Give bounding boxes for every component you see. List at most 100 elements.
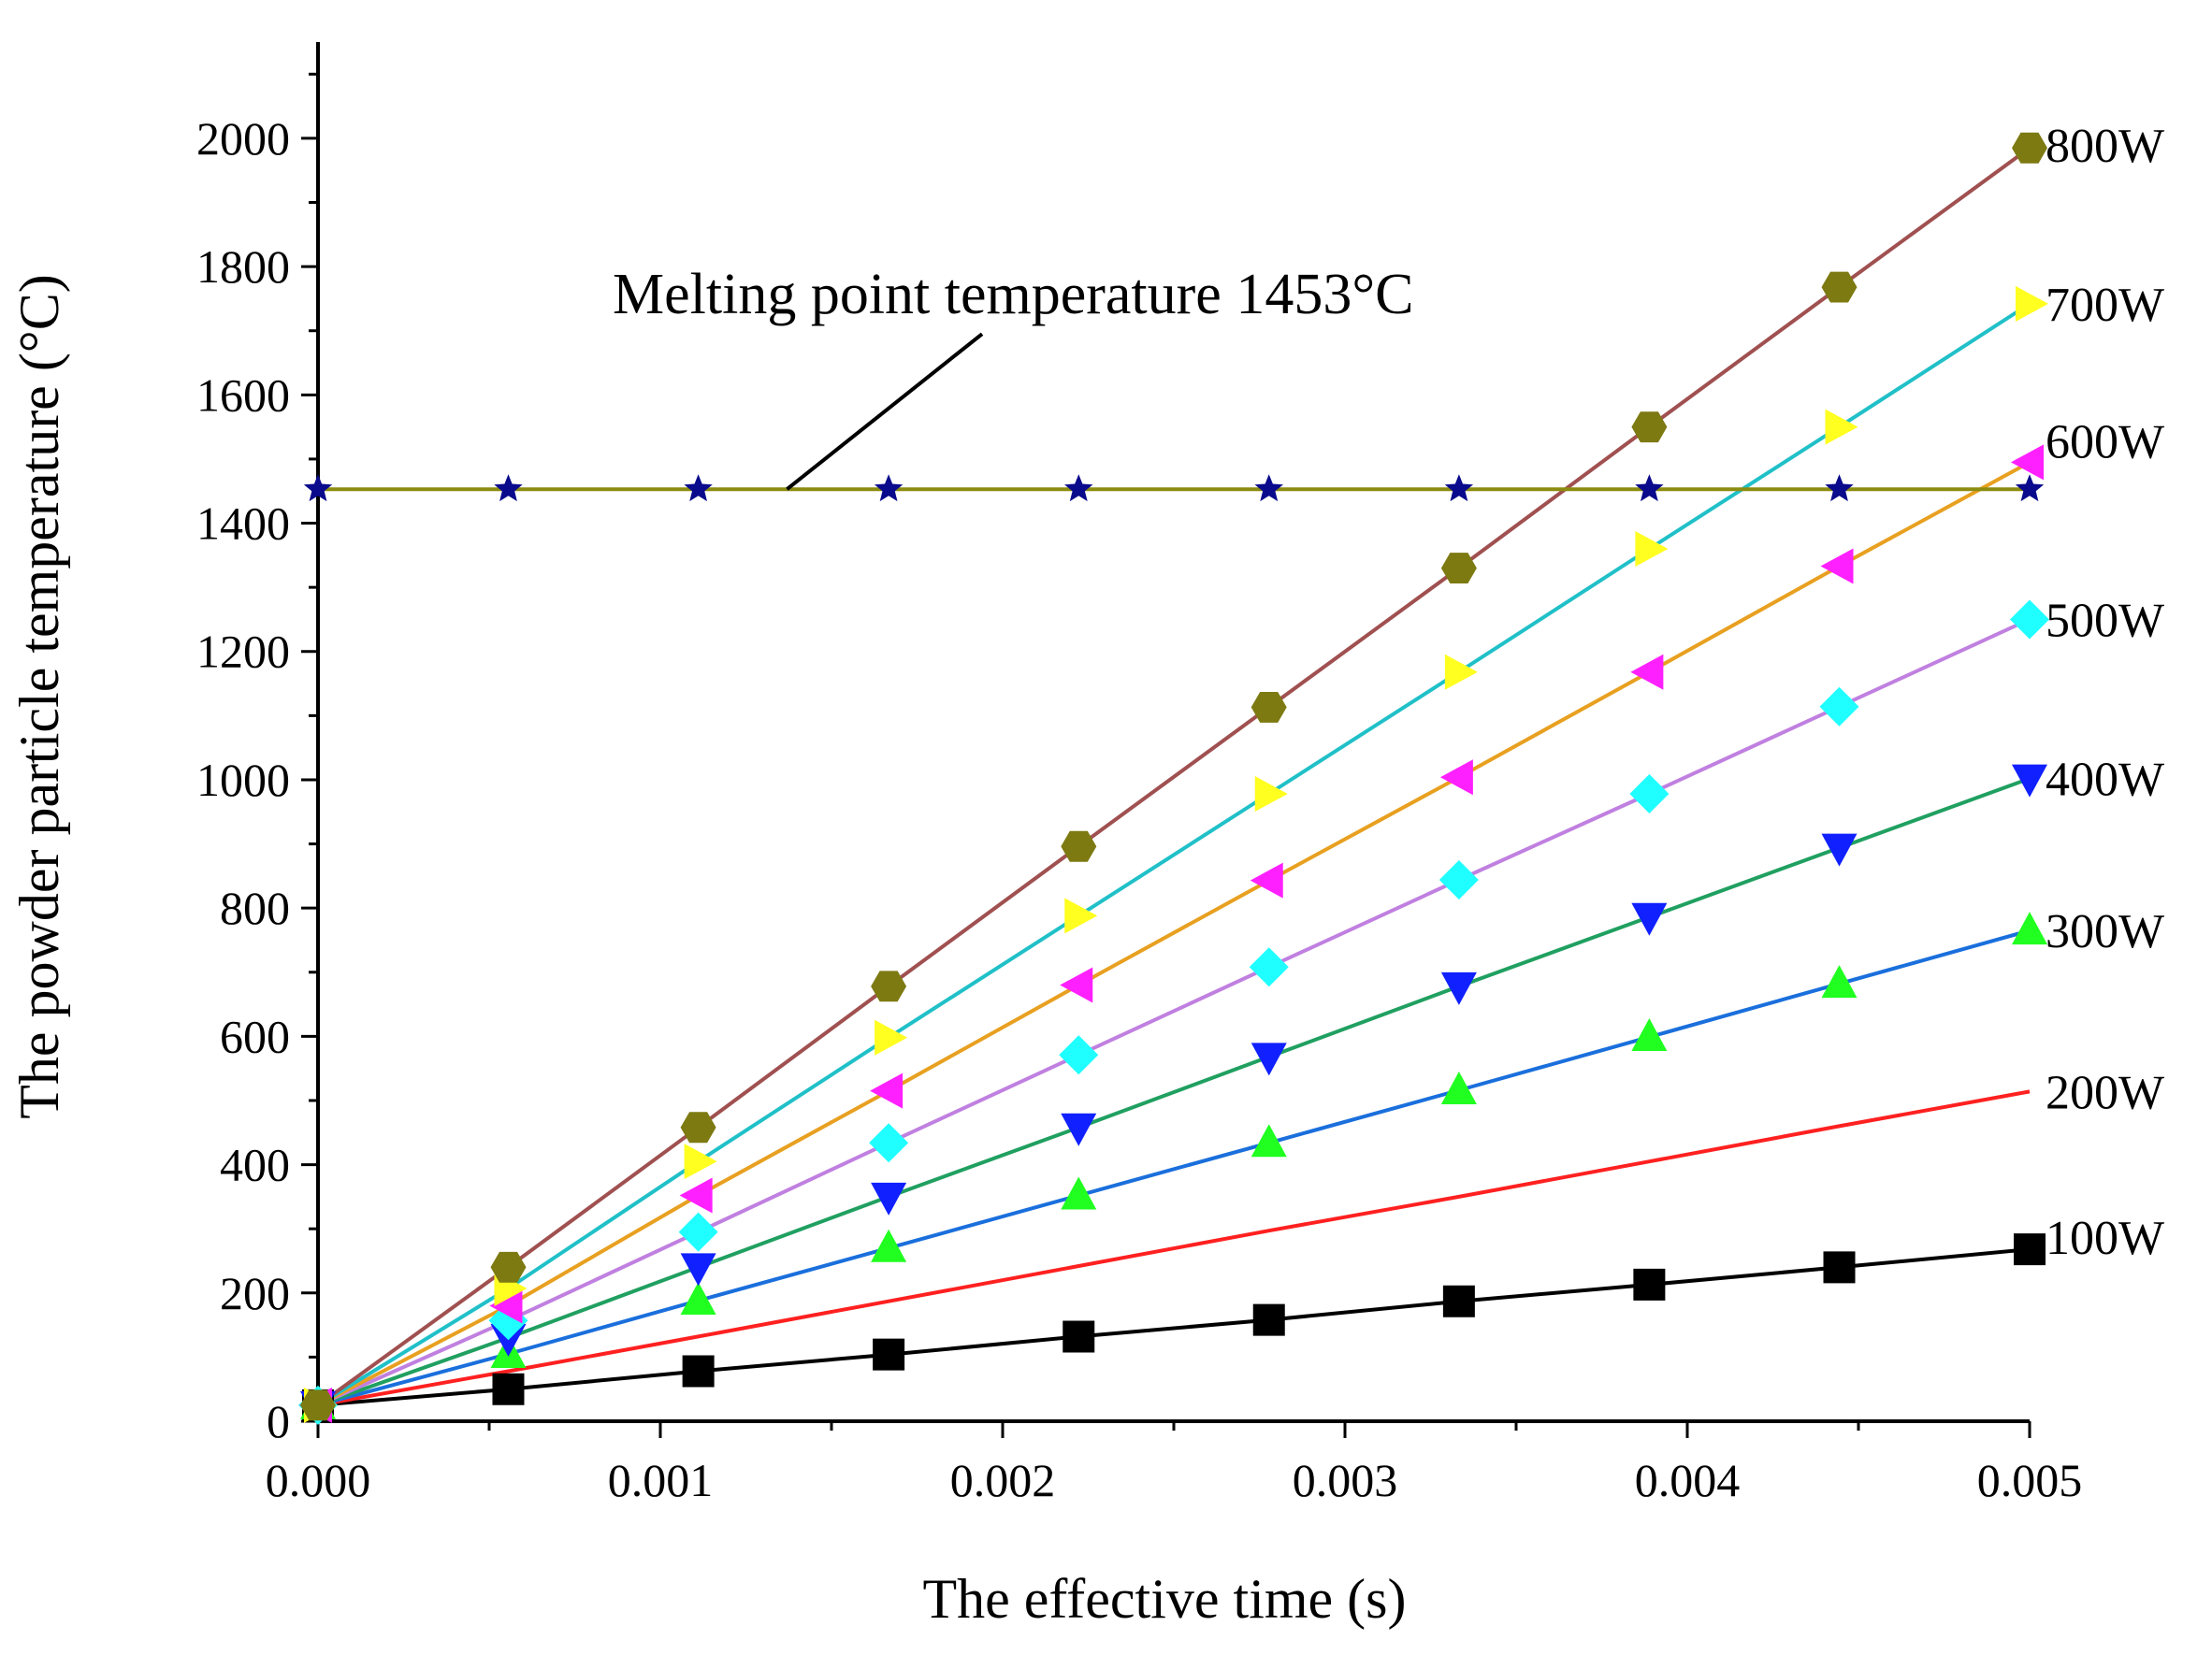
series-line-100w bbox=[317, 1247, 2031, 1407]
series-label-400w: 400W bbox=[2046, 754, 2164, 807]
data-point-300w bbox=[871, 1229, 907, 1262]
y-tick-label: 0 bbox=[267, 1395, 290, 1447]
data-point-melting-point bbox=[303, 474, 333, 502]
data-point-500w bbox=[1439, 859, 1479, 899]
data-point-melting-point bbox=[494, 474, 523, 502]
data-point-800w bbox=[300, 1389, 336, 1421]
series-label-600w: 600W bbox=[2046, 415, 2164, 468]
data-point-600w bbox=[489, 1288, 523, 1324]
data-point-400w bbox=[1251, 1043, 1287, 1076]
data-point-500w bbox=[869, 1123, 909, 1163]
data-point-300w bbox=[1631, 1018, 1668, 1052]
data-point-500w bbox=[1629, 774, 1670, 814]
x-tick-label: 0.005 bbox=[1977, 1454, 2083, 1506]
y-tick-label: 1400 bbox=[196, 497, 290, 550]
y-tick-label: 1800 bbox=[196, 240, 290, 293]
data-point-600w bbox=[679, 1177, 713, 1214]
data-point-600w bbox=[1630, 654, 1664, 690]
axes-layer bbox=[301, 42, 2031, 1438]
series-label-300w: 300W bbox=[2046, 905, 2164, 958]
data-point-500w bbox=[2010, 599, 2049, 640]
x-tick-label: 0.003 bbox=[1293, 1454, 1398, 1506]
series-line-500w bbox=[317, 617, 2031, 1407]
data-point-700w bbox=[2016, 285, 2048, 322]
data-point-600w bbox=[870, 1072, 904, 1109]
x-tick-label: 0.002 bbox=[950, 1454, 1056, 1506]
data-point-700w bbox=[1635, 530, 1669, 567]
melting-point-annotation: Melting point temperature 1453°C bbox=[613, 263, 1413, 326]
data-point-100w bbox=[1442, 1285, 1475, 1317]
data-point-500w bbox=[1059, 1035, 1099, 1075]
data-point-100w bbox=[1063, 1320, 1095, 1353]
data-point-800w bbox=[1440, 553, 1477, 583]
data-point-melting-point bbox=[874, 474, 904, 502]
y-tick-label: 800 bbox=[220, 882, 290, 934]
data-point-700w bbox=[875, 1019, 908, 1056]
y-tick-label: 2000 bbox=[196, 112, 290, 165]
series-line-400w bbox=[317, 776, 2031, 1407]
y-tick-label: 600 bbox=[220, 1010, 290, 1062]
x-axis-title: The effective time (s) bbox=[923, 1568, 1407, 1630]
x-tick-label: 0.004 bbox=[1635, 1454, 1741, 1506]
data-point-300w bbox=[1440, 1072, 1477, 1104]
data-point-melting-point bbox=[1825, 474, 1854, 502]
data-point-400w bbox=[1821, 833, 1858, 867]
y-tick-label: 1000 bbox=[196, 754, 290, 806]
data-point-600w bbox=[1820, 548, 1854, 584]
series-line-600w bbox=[317, 460, 2031, 1407]
data-point-melting-point bbox=[2015, 474, 2045, 502]
data-point-400w bbox=[1440, 971, 1477, 1005]
data-point-300w bbox=[1061, 1176, 1097, 1210]
data-point-800w bbox=[1631, 411, 1668, 443]
data-point-melting-point bbox=[1635, 474, 1664, 502]
y-axis-title: The powder particle temperature (°C) bbox=[8, 274, 70, 1119]
label-layer: 0 200 400 600 800 1000 1200 1400 1600 1800 2000 0.0… bbox=[196, 112, 2164, 1506]
data-point-100w bbox=[1633, 1268, 1666, 1301]
series-label-800w: 800W bbox=[2046, 120, 2164, 173]
y-tick-label: 1200 bbox=[196, 626, 290, 678]
data-point-300w bbox=[2012, 912, 2047, 945]
data-point-500w bbox=[1819, 686, 1859, 727]
data-point-600w bbox=[1439, 759, 1473, 796]
data-point-300w bbox=[1251, 1124, 1287, 1158]
data-point-800w bbox=[680, 1112, 716, 1144]
annotation-leader-line bbox=[786, 332, 984, 491]
data-point-800w bbox=[1251, 692, 1287, 723]
data-point-melting-point bbox=[1254, 474, 1283, 502]
y-tick-label: 400 bbox=[220, 1139, 290, 1191]
data-point-800w bbox=[490, 1251, 527, 1283]
data-point-300w bbox=[680, 1282, 716, 1316]
series-label-500w: 500W bbox=[2046, 594, 2164, 647]
data-point-melting-point bbox=[1444, 474, 1474, 502]
data-point-400w bbox=[2012, 764, 2047, 798]
data-point-800w bbox=[2012, 132, 2047, 164]
series-label-200w: 200W bbox=[2046, 1066, 2164, 1119]
series-line-800w bbox=[316, 146, 2031, 1407]
data-point-100w bbox=[682, 1355, 715, 1388]
series-label-100w: 100W bbox=[2046, 1212, 2164, 1265]
data-point-400w bbox=[871, 1182, 907, 1216]
data-point-700w bbox=[1064, 898, 1098, 934]
data-point-400w bbox=[680, 1253, 716, 1287]
y-tick-label: 1600 bbox=[196, 368, 290, 421]
data-point-melting-point bbox=[684, 474, 713, 502]
data-point-700w bbox=[1254, 776, 1288, 813]
series-layer bbox=[298, 132, 2049, 1425]
series-label-700w: 700W bbox=[2046, 279, 2164, 332]
data-point-100w bbox=[492, 1373, 525, 1405]
data-point-100w bbox=[873, 1338, 905, 1371]
data-point-700w bbox=[1444, 654, 1478, 690]
data-point-800w bbox=[871, 971, 907, 1002]
x-tick-label: 0.000 bbox=[266, 1454, 371, 1506]
data-point-700w bbox=[684, 1144, 717, 1180]
series-line-200w bbox=[317, 1089, 2031, 1407]
data-point-800w bbox=[1821, 271, 1858, 303]
data-point-400w bbox=[1061, 1113, 1097, 1146]
data-point-100w bbox=[1823, 1251, 1856, 1284]
y-tick-label: 200 bbox=[220, 1267, 290, 1319]
data-point-400w bbox=[490, 1323, 527, 1357]
x-tick-label: 0.001 bbox=[608, 1454, 714, 1506]
data-point-800w bbox=[1061, 830, 1097, 862]
data-point-100w bbox=[2014, 1233, 2046, 1266]
